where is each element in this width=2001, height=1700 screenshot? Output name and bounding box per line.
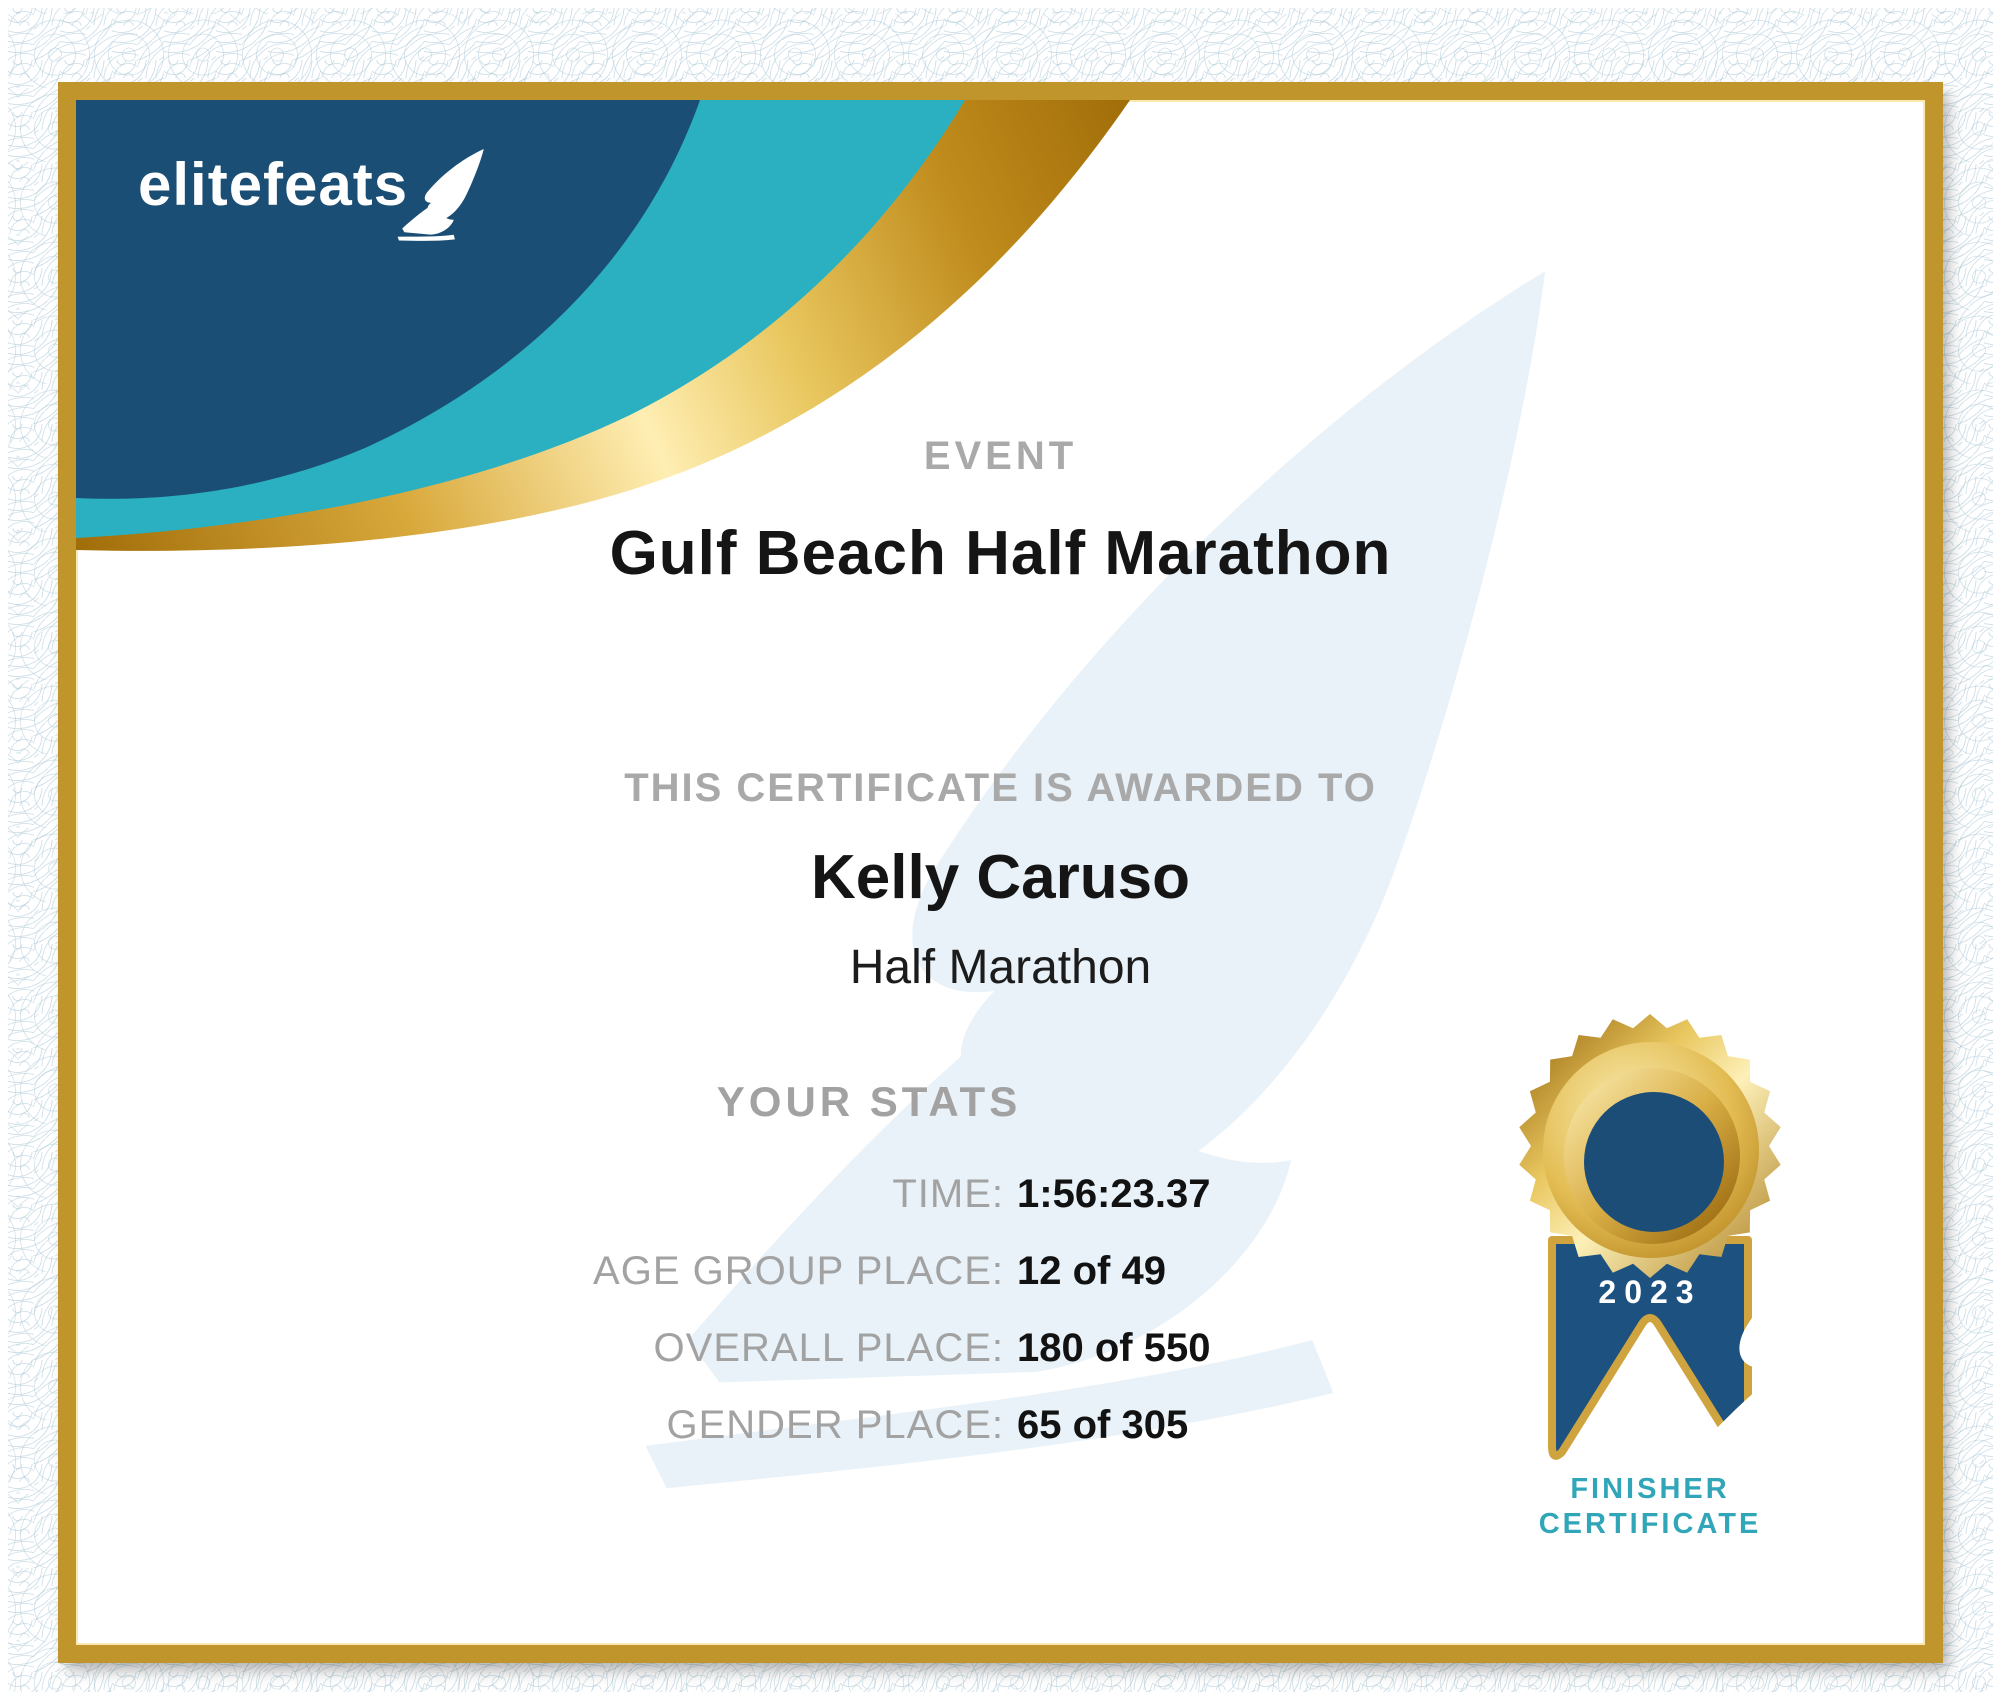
stat-label: OVERALL PLACE: [653,1326,1004,1370]
stats-list: TIME: 1:56:23.37 AGE GROUP PLACE: 12 of 49 O… [76,1172,1576,1492]
stat-label: AGE GROUP PLACE: [593,1249,1004,1293]
stat-value: 180 of 550 [1017,1326,1211,1370]
badge-caption-line1: FINISHER [1570,1473,1730,1505]
header-swoosh [76,100,1130,551]
awarded-label: THIS CERTIFICATE IS AWARDED TO [624,766,1377,810]
badge-caption-line2: CERTIFICATE [1538,1507,1762,1540]
finisher-medal-badge [1519,1014,1876,1480]
recipient-name: Kelly Caruso [810,843,1191,912]
stats-heading: YOUR STATS [716,1078,1022,1125]
race-division: Half Marathon [849,941,1152,994]
badge-caption: FINISHER CERTIFICATE [1490,1472,1810,1542]
stat-row: TIME: 1:56:23.37 [76,1172,1576,1222]
stat-row: AGE GROUP PLACE: 12 of 49 [76,1249,1576,1299]
event-label: EVENT [923,434,1078,478]
stat-row: GENDER PLACE: 65 of 305 [76,1403,1576,1453]
stat-label: TIME: [892,1172,1004,1216]
stat-label: GENDER PLACE: [666,1403,1004,1447]
stat-value: 12 of 49 [1017,1249,1166,1293]
stat-value: 1:56:23.37 [1017,1172,1211,1216]
stat-value: 65 of 305 [1017,1403,1189,1447]
brand-logo-text: elitefeats [138,151,409,218]
certificate-body: elitefeats EVENT Gulf Beach Half Maratho… [76,100,1925,1645]
badge-year: 2023 [1598,1274,1702,1310]
winged-foot-icon [389,131,491,259]
stat-row: OVERALL PLACE: 180 of 550 [76,1326,1576,1376]
event-name: Gulf Beach Half Marathon [609,519,1392,588]
